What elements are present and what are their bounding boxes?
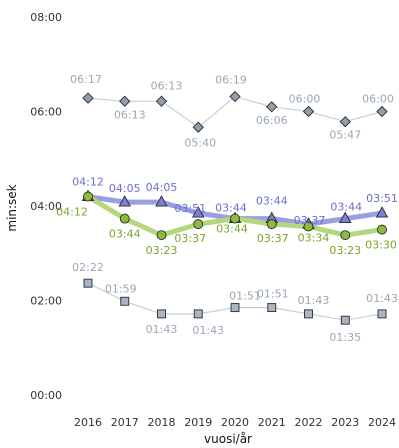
data-label: 06:19: [215, 74, 247, 87]
y-tick-label: 02:00: [30, 295, 62, 308]
data-point-square: [340, 315, 350, 325]
data-point-circle: [303, 221, 314, 232]
data-label: 06:06: [256, 114, 288, 127]
data-point-diamond: [376, 105, 388, 118]
x-tick-label: 2020: [221, 416, 249, 429]
data-label: 01:51: [229, 290, 261, 303]
series-markers: [82, 90, 388, 133]
x-tick-label: 2021: [258, 416, 286, 429]
data-point-diamond: [302, 105, 315, 118]
x-axis-title: vuosi/år: [204, 432, 252, 446]
data-label: 03:30: [365, 239, 397, 252]
data-point-circle: [230, 213, 240, 224]
series-layer: 06:1706:1306:1305:4006:1906:0606:0005:47…: [56, 73, 398, 344]
data-point-square: [267, 303, 277, 313]
x-tick-label: 2016: [74, 416, 102, 429]
data-label: 06:00: [289, 93, 321, 106]
data-label: 01:43: [192, 324, 224, 337]
data-label: 01:43: [146, 323, 178, 336]
data-label: 01:43: [298, 294, 330, 307]
y-tick-label: 00:00: [30, 389, 62, 402]
data-label: 03:44: [330, 201, 362, 214]
data-point-circle: [340, 230, 351, 241]
data-label: 05:47: [329, 129, 361, 142]
series-labels: 06:1706:1306:1305:4006:1906:0606:0005:47…: [70, 73, 394, 149]
data-point-diamond: [192, 121, 204, 133]
x-tick-label: 2018: [148, 416, 176, 429]
y-tick-label: 08:00: [30, 11, 62, 24]
data-label: 03:44: [109, 228, 141, 241]
data-label: 03:37: [257, 232, 289, 245]
data-point-diamond: [266, 101, 278, 113]
data-label: 01:35: [329, 331, 361, 344]
data-point-diamond: [229, 90, 241, 103]
data-label: 03:34: [298, 231, 330, 244]
data-point-triangle: [191, 206, 205, 218]
data-label: 03:51: [174, 202, 206, 215]
data-point-triangle: [338, 211, 352, 224]
data-point-triangle: [375, 206, 389, 218]
data-label: 03:23: [329, 244, 361, 257]
data-label: 04:05: [109, 182, 141, 195]
data-point-circle: [193, 219, 204, 230]
data-label: 06:17: [70, 73, 102, 86]
data-point-square: [230, 303, 240, 313]
data-point-circle: [266, 219, 277, 230]
data-label: 03:44: [216, 223, 248, 236]
data-point-square: [304, 309, 313, 319]
data-point-diamond: [155, 95, 168, 107]
data-label: 03:23: [146, 244, 178, 257]
data-label: 03:44: [256, 195, 288, 208]
data-point-circle: [83, 191, 93, 202]
data-label: 03:44: [215, 202, 247, 215]
data-label: 03:51: [366, 192, 398, 205]
data-point-square: [193, 309, 203, 319]
data-point-triangle: [155, 195, 168, 207]
y-tick-label: 04:00: [30, 200, 62, 213]
data-point-square: [83, 278, 93, 288]
data-label: 02:22: [72, 261, 104, 274]
x-axis-ticks: 2016 2017 2018 2019 2020 2021 2022 2023 2024: [74, 416, 396, 429]
series-labels: 04:12 04:05 04:05 03:51 03:44 03:44 03:37 03:44…: [72, 176, 398, 228]
data-label: 06:13: [151, 79, 183, 92]
data-point-square: [157, 309, 166, 319]
data-label: 01:59: [105, 282, 137, 295]
series-markers: [83, 278, 387, 325]
x-tick-label: 2022: [295, 416, 323, 429]
data-point-circle: [377, 224, 387, 235]
series-markers: [83, 191, 387, 241]
data-point-circle: [156, 230, 167, 241]
data-point-diamond: [82, 92, 94, 104]
data-point-square: [377, 309, 387, 319]
x-tick-label: 2017: [111, 416, 139, 429]
data-point-diamond: [339, 116, 351, 128]
y-axis-ticks: 00:00 02:00 04:00 06:00 08:00: [30, 11, 62, 402]
data-label: 03:37: [174, 232, 206, 245]
x-tick-label: 2019: [184, 416, 212, 429]
data-label: 01:51: [257, 288, 289, 301]
x-tick-label: 2023: [331, 416, 359, 429]
data-point-triangle: [118, 195, 132, 207]
data-label: 06:13: [114, 108, 146, 121]
data-label: 04:12: [56, 206, 88, 219]
data-label: 03:37: [294, 214, 326, 227]
data-label: 04:12: [72, 176, 104, 189]
y-axis-title: min:sek: [5, 184, 19, 231]
data-label: 05:40: [184, 136, 216, 149]
data-point-diamond: [119, 95, 131, 107]
y-tick-label: 06:00: [30, 106, 62, 119]
x-tick-label: 2024: [368, 416, 396, 429]
data-label: 01:43: [366, 292, 398, 305]
data-point-square: [120, 296, 130, 306]
data-label: 06:00: [362, 93, 394, 106]
data-point-circle: [119, 213, 130, 224]
data-label: 04:05: [146, 181, 178, 194]
